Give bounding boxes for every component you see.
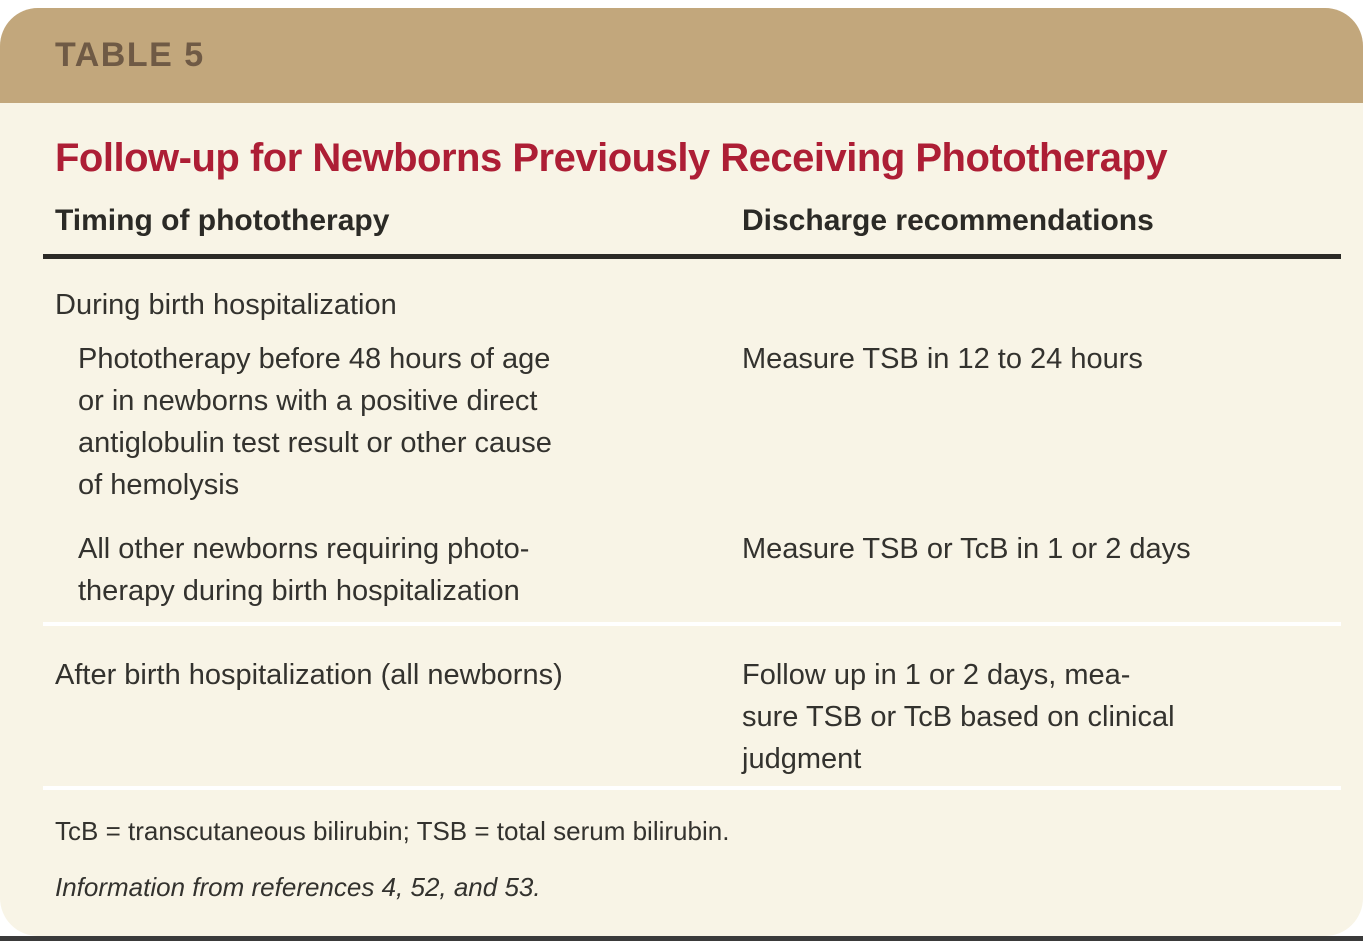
cell-timing: Phototherapy before 48 hours of age or i… <box>78 343 552 502</box>
table-header-band: TABLE 5 <box>0 8 1363 103</box>
table-row: Phototherapy before 48 hours of age or i… <box>43 338 1341 506</box>
column-header-recommendations: Discharge recommendations <box>742 204 1154 237</box>
table-label: TABLE 5 <box>55 36 205 74</box>
table-title: Follow-up for Newborns Previously Receiv… <box>55 136 1168 180</box>
table-card: TABLE 5 Follow-up for Newborns Previousl… <box>0 8 1363 936</box>
cell-recommendation: Measure TSB in 12 to 24 hours <box>742 343 1143 376</box>
table-body: Follow-up for Newborns Previously Receiv… <box>0 136 1363 905</box>
cell-recommendation: Measure TSB or TcB in 1 or 2 days <box>742 533 1191 566</box>
cell-recommendation <box>730 284 1341 326</box>
cell-recommendation: Follow up in 1 or 2 days, mea- sure TSB … <box>742 659 1175 776</box>
cell-timing: After birth hospitalization (all newborn… <box>55 659 563 692</box>
table-row: During birth hospitalization <box>43 284 1341 326</box>
column-header-timing: Timing of phototherapy <box>55 204 390 237</box>
row-divider <box>43 786 1341 791</box>
row-divider <box>43 622 1341 627</box>
footnote-source: Information from references 4, 52, and 5… <box>55 871 541 902</box>
footnote-abbreviations: TcB = transcutaneous bilirubin; TSB = to… <box>55 816 730 847</box>
column-header-row: Timing of phototherapy Discharge recomme… <box>43 204 1341 259</box>
page-bottom-edge <box>0 936 1363 941</box>
table-row: All other newborns requiring photo- ther… <box>43 528 1341 612</box>
cell-timing: During birth hospitalization <box>55 289 397 321</box>
cell-timing: All other newborns requiring photo- ther… <box>78 533 530 608</box>
table-row: After birth hospitalization (all newborn… <box>43 654 1341 780</box>
